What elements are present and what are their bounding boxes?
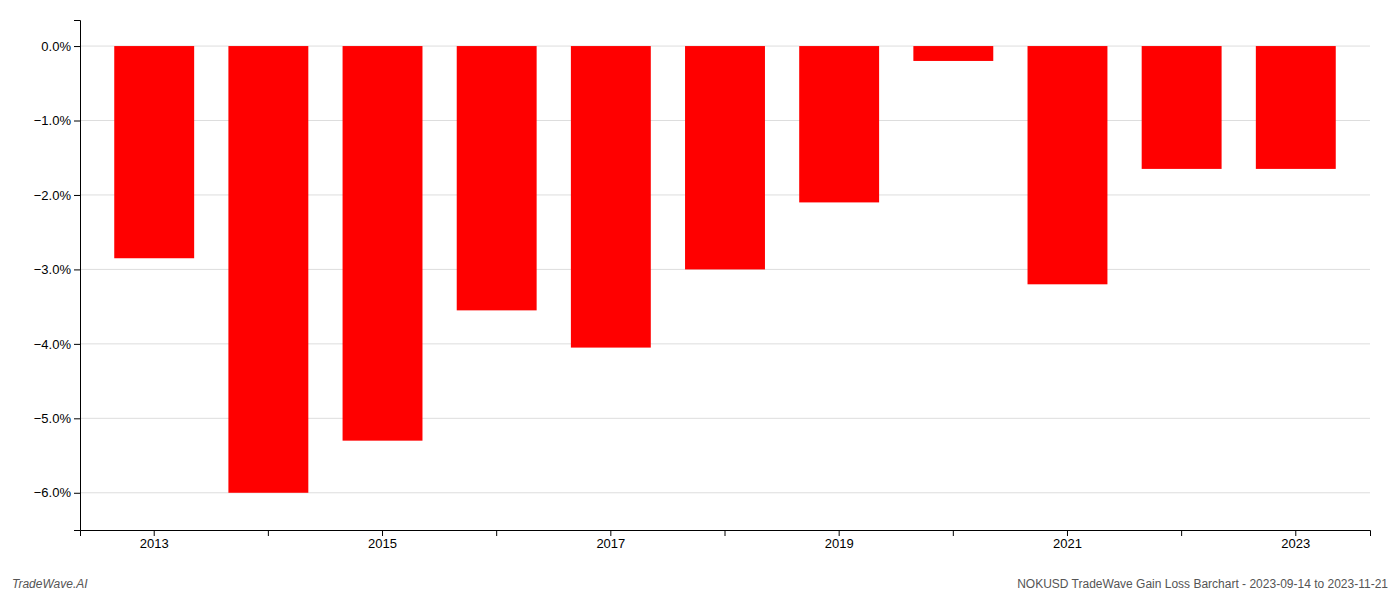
x-tick-mark	[382, 530, 383, 536]
y-tick-label: −6.0%	[34, 485, 72, 500]
y-tick: −5.0%	[34, 411, 80, 426]
x-tick: 2019	[825, 530, 854, 551]
y-tick-label: −5.0%	[34, 411, 72, 426]
bar	[799, 46, 879, 202]
y-axis-line	[74, 21, 81, 531]
y-tick-label: 0.0%	[41, 39, 71, 54]
x-tick-mark	[154, 530, 155, 536]
x-tick-mark	[839, 530, 840, 536]
footer: TradeWave.AI NOKUSD TradeWave Gain Loss B…	[12, 577, 1388, 591]
bar	[685, 46, 765, 269]
bar	[571, 46, 651, 348]
x-tick	[725, 530, 726, 536]
x-tick-label: 2021	[1053, 536, 1082, 551]
chart: 2013 2015 2017 2019 2021 2023 0.0% −1.0% −2.0% −3…	[0, 0, 1400, 600]
y-tick: 0.0%	[41, 39, 80, 54]
grid	[80, 46, 1370, 493]
x-tick-mark	[725, 530, 726, 536]
bar	[228, 46, 308, 493]
plot: 2013 2015 2017 2019 2021 2023 0.0% −1.0% −2.0% −3…	[34, 21, 1371, 552]
y-tick-mark	[74, 344, 80, 345]
x-tick-mark	[610, 530, 611, 536]
x-tick: 2013	[140, 530, 169, 551]
y-tick-mark	[74, 493, 80, 494]
y-tick: −1.0%	[34, 113, 80, 128]
x-tick-label: 2017	[596, 536, 625, 551]
bar	[1142, 46, 1222, 169]
x-tick-mark	[496, 530, 497, 536]
y-tick-mark	[74, 46, 80, 47]
x-tick: 2017	[596, 530, 625, 551]
x-tick-label: 2019	[825, 536, 854, 551]
y-tick-label: −2.0%	[34, 188, 72, 203]
x-tick-mark	[1295, 530, 1296, 536]
bar	[1028, 46, 1108, 284]
x-axis: 2013 2015 2017 2019 2021 2023	[81, 530, 1371, 551]
x-tick-label: 2015	[368, 536, 397, 551]
x-tick-mark	[953, 530, 954, 536]
x-tick	[953, 530, 954, 536]
x-tick-mark	[1181, 530, 1182, 536]
bar	[114, 46, 194, 258]
x-tick: 2015	[368, 530, 397, 551]
bars	[114, 46, 1336, 493]
bar	[1256, 46, 1336, 169]
x-tick	[496, 530, 497, 536]
x-tick-mark	[1067, 530, 1068, 536]
footer-text: TradeWave.AI	[12, 577, 88, 591]
y-tick-label: −4.0%	[34, 337, 72, 352]
y-tick: −2.0%	[34, 188, 80, 203]
y-tick-mark	[74, 269, 80, 270]
x-tick-label: 2013	[140, 536, 169, 551]
y-tick: −3.0%	[34, 262, 80, 277]
x-tick-label: 2023	[1281, 536, 1310, 551]
bar	[343, 46, 423, 441]
x-tick	[1181, 530, 1182, 536]
y-tick-mark	[74, 418, 80, 419]
x-tick: 2021	[1053, 530, 1082, 551]
y-tick: −6.0%	[34, 485, 80, 500]
y-tick-mark	[74, 195, 80, 196]
x-axis-line	[81, 531, 1371, 537]
y-axis: 0.0% −1.0% −2.0% −3.0% −4.0% −5.0% −6.0%	[34, 21, 81, 531]
x-tick: 2023	[1281, 530, 1310, 551]
y-tick-label: −3.0%	[34, 262, 72, 277]
y-tick-label: −1.0%	[34, 113, 72, 128]
x-tick	[268, 530, 269, 536]
x-tick-mark	[268, 530, 269, 536]
footer-text: NOKUSD TradeWave Gain Loss Barchart - 20…	[1017, 577, 1388, 591]
y-tick-mark	[74, 121, 80, 122]
y-tick: −4.0%	[34, 337, 80, 352]
bar	[457, 46, 537, 310]
bar	[913, 46, 993, 61]
